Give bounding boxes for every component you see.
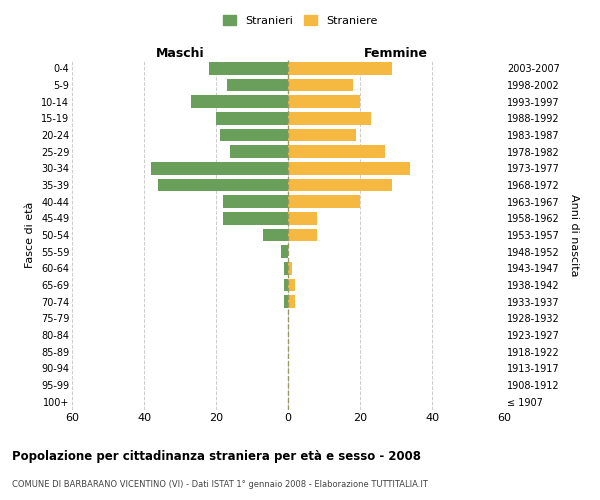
Bar — [227, 79, 288, 92]
Bar — [284, 279, 288, 291]
Bar — [220, 129, 288, 141]
Text: Popolazione per cittadinanza straniera per età e sesso - 2008: Popolazione per cittadinanza straniera p… — [12, 450, 421, 463]
Y-axis label: Fasce di età: Fasce di età — [25, 202, 35, 268]
Bar — [288, 212, 317, 224]
Bar — [288, 296, 295, 308]
Bar — [209, 62, 288, 74]
Bar — [284, 262, 288, 274]
Bar — [288, 196, 360, 208]
Bar — [288, 229, 317, 241]
Bar — [223, 212, 288, 224]
Bar — [230, 146, 288, 158]
Bar — [158, 179, 288, 192]
Text: COMUNE DI BARBARANO VICENTINO (VI) - Dati ISTAT 1° gennaio 2008 - Elaborazione T: COMUNE DI BARBARANO VICENTINO (VI) - Dat… — [12, 480, 428, 489]
Bar — [288, 162, 410, 174]
Bar — [263, 229, 288, 241]
Bar — [151, 162, 288, 174]
Bar — [288, 62, 392, 74]
Bar — [288, 279, 295, 291]
Y-axis label: Anni di nascita: Anni di nascita — [569, 194, 579, 276]
Bar — [288, 79, 353, 92]
Bar — [288, 112, 371, 124]
Legend: Stranieri, Straniere: Stranieri, Straniere — [218, 10, 382, 30]
Bar — [284, 296, 288, 308]
Bar — [288, 146, 385, 158]
Text: Femmine: Femmine — [364, 47, 428, 60]
Bar — [216, 112, 288, 124]
Bar — [191, 96, 288, 108]
Bar — [281, 246, 288, 258]
Bar — [288, 262, 292, 274]
Bar — [288, 179, 392, 192]
Text: Maschi: Maschi — [155, 47, 205, 60]
Bar — [288, 129, 356, 141]
Bar — [223, 196, 288, 208]
Bar — [288, 96, 360, 108]
